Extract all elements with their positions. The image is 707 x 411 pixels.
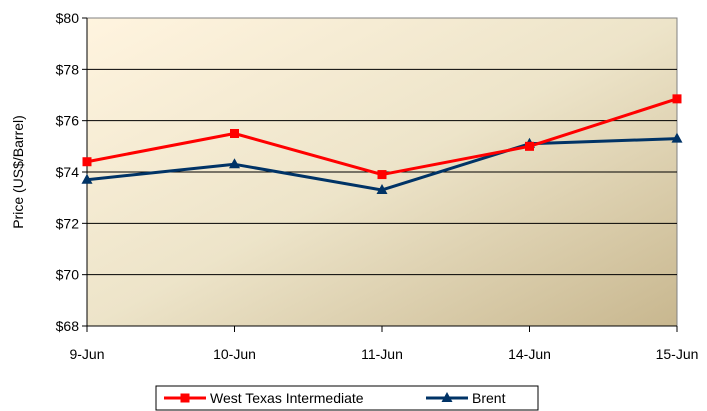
- data-point-west-texas-intermediate: [377, 170, 387, 180]
- y-tick-label: $80: [56, 10, 80, 26]
- gridlines: [87, 68, 677, 276]
- legend-box: [155, 385, 539, 411]
- y-tick-label: $70: [56, 267, 80, 283]
- data-point-brent: [81, 173, 93, 184]
- y-axis-title: Price (US$/Barrel): [10, 115, 26, 229]
- legend: West Texas Intermediate Brent: [155, 385, 539, 411]
- x-tick-label: 15-Jun: [656, 346, 699, 362]
- data-point-west-texas-intermediate: [230, 129, 239, 138]
- legend-label-west-texas-intermediate: West Texas Intermediate: [210, 390, 364, 406]
- data-point-brent: [376, 183, 388, 194]
- series-group: [81, 94, 683, 194]
- y-tick-label: $74: [56, 164, 80, 180]
- legend-marker-brent: [441, 392, 453, 402]
- series-brent: [81, 132, 683, 194]
- x-tick-label: 9-Jun: [69, 346, 104, 362]
- y-tick-label: $72: [56, 215, 80, 231]
- x-axis-ticks: 9-Jun 10-Jun 11-Jun 14-Jun 15-Jun: [69, 326, 698, 362]
- y-tick-label: $68: [56, 318, 80, 334]
- x-tick-label: 14-Jun: [508, 346, 551, 362]
- data-point-west-texas-intermediate: [525, 141, 534, 151]
- data-point-brent: [671, 132, 683, 143]
- legend-marker-west-texas-intermediate: [180, 393, 190, 403]
- data-point-brent: [229, 158, 240, 169]
- y-tick-label: $76: [56, 113, 80, 129]
- series-west-texas-intermediate: [82, 94, 682, 180]
- legend-label-brent: Brent: [472, 390, 506, 406]
- y-tick-label: $78: [56, 61, 80, 77]
- x-tick-label: 10-Jun: [213, 346, 256, 362]
- x-tick-label: 11-Jun: [361, 346, 403, 362]
- data-point-west-texas-intermediate: [82, 157, 92, 167]
- y-axis-ticks: $68 $70 $72 $74 $76 $78 $80: [56, 10, 87, 334]
- data-point-west-texas-intermediate: [672, 94, 682, 104]
